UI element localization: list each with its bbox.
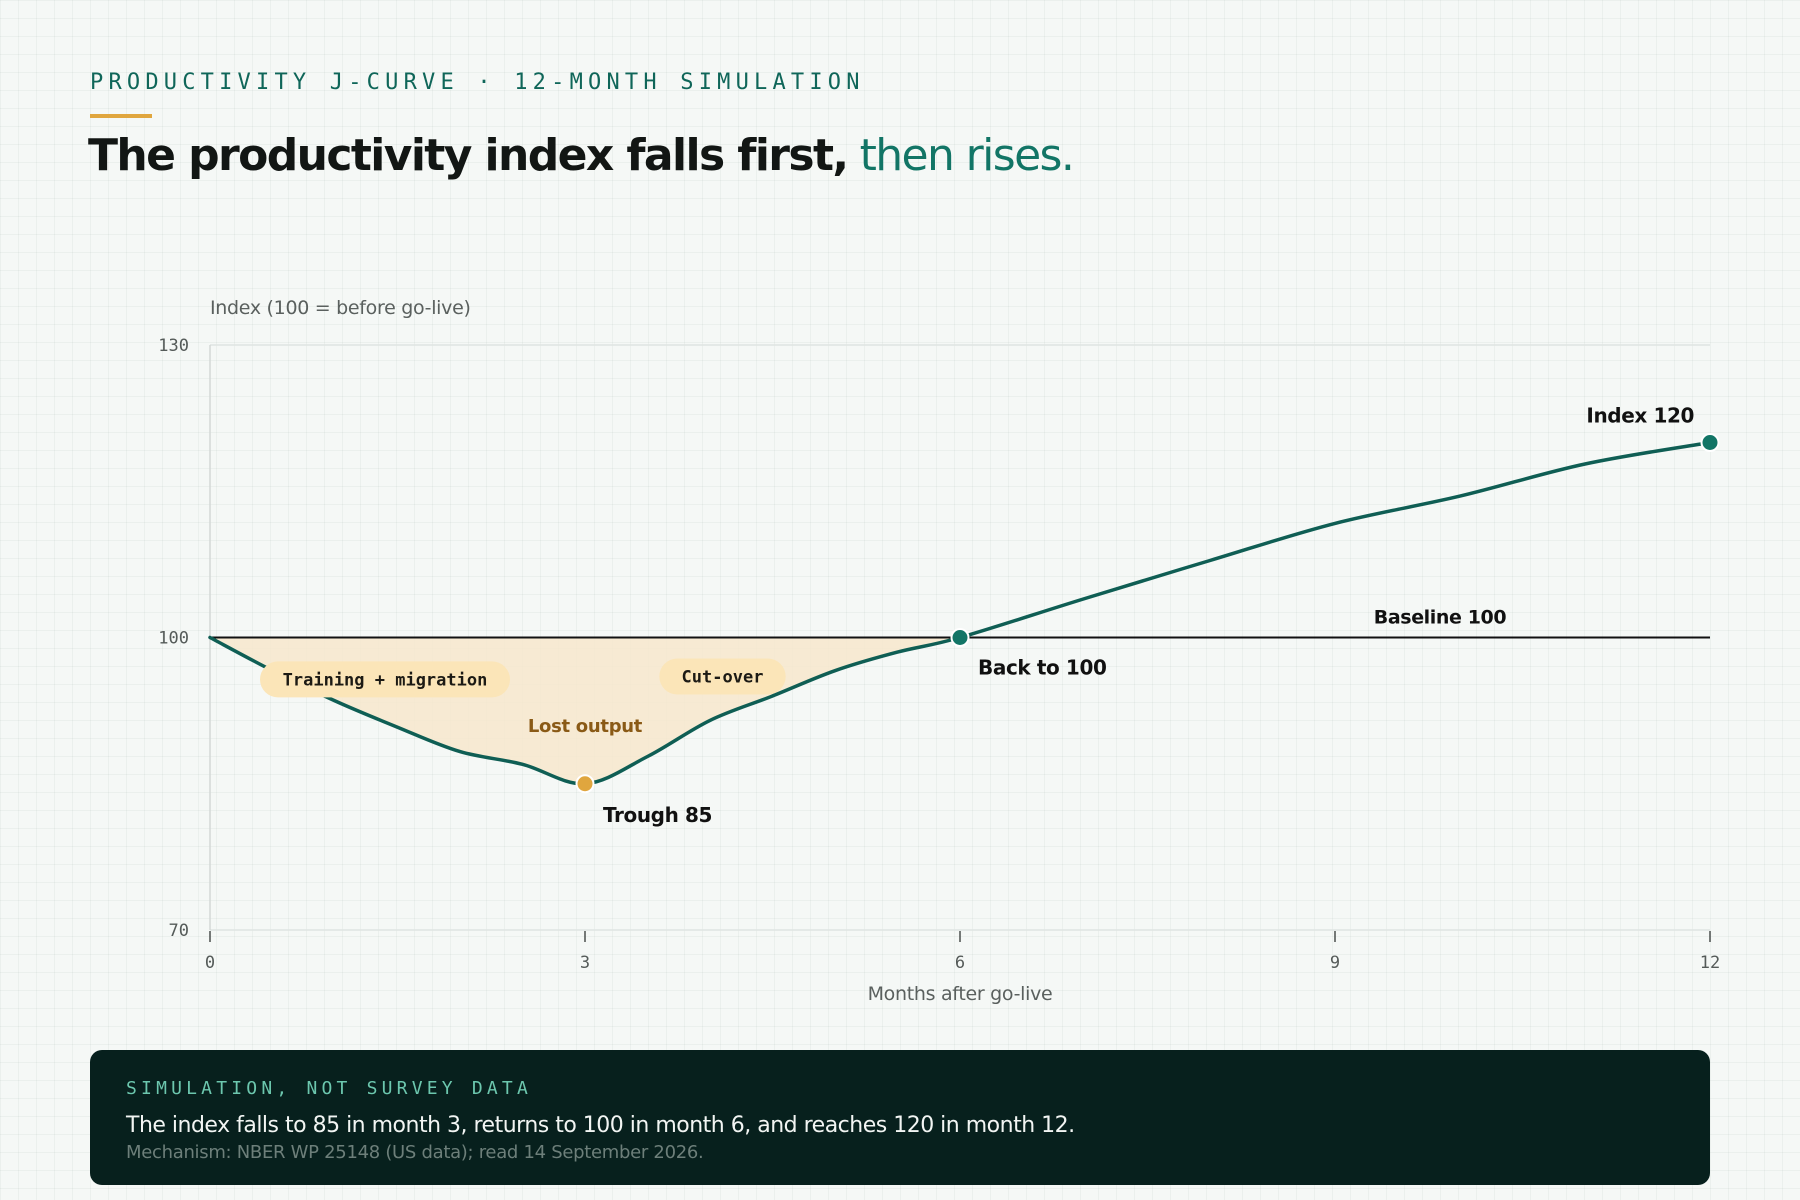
point-marker-2 (950, 628, 970, 647)
note-kicker: SIMULATION, NOT SURVEY DATA (126, 1078, 532, 1099)
point-label-3: Index 120 (1586, 404, 1694, 428)
x-tick-label-6: 6 (955, 953, 965, 973)
point-marker-3 (1700, 433, 1720, 452)
index-curve (208, 440, 1712, 786)
note-source: Mechanism: NBER WP 25148 (US data); read… (126, 1142, 704, 1163)
phase-label-1: Training + migration (283, 670, 488, 690)
x-tick-label-0: 0 (205, 953, 215, 973)
chart-headline: The productivity index falls first, then … (88, 130, 1075, 183)
simulation-note-panel: SIMULATION, NOT SURVEY DATA The index fa… (90, 1050, 1710, 1185)
eyebrow-accent-rule (90, 114, 152, 118)
headline-accent: then rises. (859, 130, 1075, 181)
label-layer: Baseline 100 Training + migration Cut-over… (260, 404, 1694, 827)
y-tick-label-130: 130 (158, 336, 189, 356)
x-axis-title: Months after go-live (868, 983, 1053, 1005)
note-summary: The index falls to 85 in month 3, return… (126, 1113, 1075, 1138)
baseline-label: Baseline 100 (1374, 607, 1507, 629)
phase-pill-2 (659, 658, 786, 695)
axes-layer: 70 100 130 Index (100 = before go-live) 0 3 6 9… (158, 297, 1720, 1005)
j-curve-chart: 70 100 130 Index (100 = before go-live) 0 3 6 9… (158, 297, 1720, 1005)
phase-pill-1 (260, 661, 510, 698)
point-label-1: Trough 85 (603, 803, 712, 827)
y-tick-label-70: 70 (169, 921, 189, 941)
grid-layer (210, 344, 1710, 931)
x-tick-label-9: 9 (1330, 953, 1340, 973)
headline-lead: The productivity index falls first, (88, 130, 849, 181)
point-label-2: Back to 100 (978, 656, 1106, 680)
y-tick-label-100: 100 (158, 629, 189, 649)
lost-output-area (210, 637, 960, 784)
lost-output-area-layer (210, 637, 960, 784)
phase-label-2: Cut-over (682, 668, 764, 688)
x-tick-label-3: 3 (580, 953, 590, 973)
x-tick-label-12: 12 (1700, 953, 1720, 973)
lost-output-label: Lost output (528, 716, 643, 737)
marker-layer (575, 433, 1720, 794)
y-axis-title: Index (100 = before go-live) (210, 297, 471, 319)
point-marker-1 (575, 774, 595, 794)
chart-eyebrow: PRODUCTIVITY J-CURVE · 12-MONTH SIMULATI… (90, 70, 865, 95)
